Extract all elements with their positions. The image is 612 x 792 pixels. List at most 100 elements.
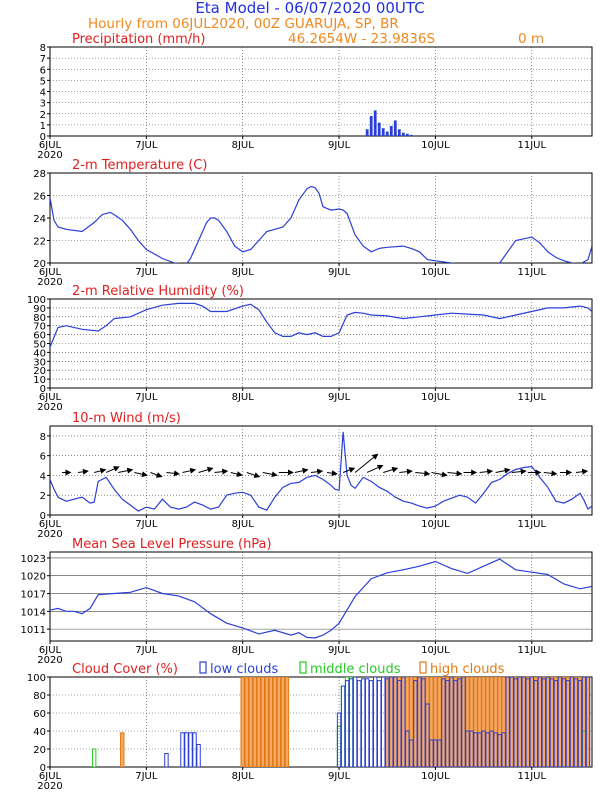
high-cloud-bar: [489, 677, 494, 767]
wind-plot: [50, 431, 592, 512]
wind-vector-arrow: [543, 470, 558, 477]
low-cloud-bar: [493, 732, 498, 767]
low-cloud-bar: [529, 677, 534, 767]
low-cloud-bar: [509, 677, 514, 767]
low-cloud-bar: [364, 678, 370, 767]
low-cloud-bar: [501, 732, 506, 767]
wind-vector-arrow: [166, 470, 181, 477]
high-cloud-bar: [573, 677, 579, 767]
high-cloud-bar: [557, 677, 563, 767]
precip-xtick-label: 9JUL: [328, 140, 351, 151]
temp-ytick-label: 20: [33, 259, 46, 270]
wind-vector-arrow: [294, 467, 309, 474]
low-cloud-bar: [180, 732, 185, 767]
wind-vector-arrow: [106, 466, 120, 473]
precip-ytick-label: 3: [40, 99, 46, 110]
high-cloud-bar: [272, 677, 278, 767]
high-cloud-bar: [429, 677, 434, 767]
clouds-ytick-label: 0: [40, 763, 46, 774]
high-cloud-bar: [561, 677, 567, 767]
mslp-plot: [50, 558, 592, 639]
main-title: Eta Model - 06/07/2020 00UTC: [195, 0, 424, 17]
precip-bar: [385, 131, 389, 136]
low-cloud-bar: [188, 732, 193, 767]
clouds-ytick-label: 20: [33, 745, 46, 756]
wind-vector-arrow: [118, 467, 134, 474]
wind-xtick-label: 7JUL: [135, 519, 158, 530]
clouds-ytick-label: 80: [33, 691, 46, 702]
low-cloud-bar: [397, 680, 402, 767]
wind-vector-arrow: [134, 471, 148, 478]
mslp-xtick-label: 7JUL: [135, 645, 158, 656]
legend-label: middle clouds: [310, 662, 401, 677]
rh-xtick-label: 10JUL: [421, 392, 450, 403]
high-cloud-bar: [553, 677, 559, 767]
high-cloud-bar: [240, 677, 245, 767]
high-cloud-bar: [445, 677, 450, 767]
low-cloud-bar: [537, 677, 543, 767]
high-cloud-bar: [505, 677, 510, 767]
wind-vector-arrow: [78, 468, 89, 475]
high-cloud-bar: [501, 677, 506, 767]
rh-ytick-label: 10: [33, 375, 46, 386]
high-cloud-bar: [264, 677, 270, 767]
middle-cloud-bar: [91, 748, 97, 767]
high-cloud-bar: [252, 677, 257, 767]
precip-bar: [397, 129, 401, 136]
wind-vector-arrow: [495, 467, 511, 474]
rh-year-label: 2020: [37, 402, 62, 413]
high-cloud-bar: [244, 677, 249, 767]
high-cloud-bar: [120, 732, 125, 767]
wind-vector-arrow: [182, 467, 197, 474]
low-cloud-bar: [437, 739, 442, 767]
low-cloud-bar: [477, 732, 482, 767]
precip-plot: [365, 110, 413, 136]
low-cloud-bar: [389, 677, 394, 767]
low-cloud-bar: [557, 677, 563, 767]
precip-xtick-label: 6JUL: [39, 140, 62, 151]
middle-cloud-bar: [348, 677, 354, 767]
high-cloud-bar: [280, 677, 286, 767]
precip-bar: [369, 115, 373, 136]
precip-ytick-label: 6: [40, 65, 46, 76]
low-cloud-bar: [561, 678, 567, 767]
low-cloud-bar: [481, 730, 486, 767]
clouds-xtick-label: 10JUL: [421, 771, 450, 782]
rh-ytick-label: 90: [33, 304, 46, 315]
low-cloud-bar: [356, 680, 362, 767]
high-cloud-bar: [525, 677, 530, 767]
low-cloud-bar: [372, 677, 378, 767]
low-cloud-bar: [457, 678, 462, 767]
high-cloud-bar: [417, 677, 422, 767]
low-cloud-bar: [585, 677, 591, 767]
high-cloud-bar: [477, 677, 482, 767]
temp-xtick-label: 6JUL: [39, 267, 62, 278]
rh-ytick-label: 30: [33, 357, 46, 368]
low-cloud-bar: [336, 712, 342, 767]
legend-swatch: [299, 661, 307, 674]
low-cloud-bar: [581, 677, 587, 767]
high-cloud-bar: [421, 677, 426, 767]
low-cloud-bar: [549, 678, 555, 767]
rh-series-line: [50, 302, 592, 348]
wind-ytick-label: 6: [40, 452, 46, 463]
clouds-xtick-label: 7JUL: [135, 771, 158, 782]
clouds-ytick-label: 100: [27, 673, 46, 684]
temp-xtick-label: 10JUL: [421, 267, 450, 278]
low-cloud-bar: [449, 677, 454, 767]
low-cloud-bar: [413, 680, 418, 767]
high-cloud-bar: [256, 677, 261, 767]
low-cloud-bar: [429, 739, 434, 767]
high-cloud-bar: [529, 677, 534, 767]
precip-xtick-label: 8JUL: [232, 140, 255, 151]
high-cloud-bar: [473, 677, 478, 767]
low-cloud-bar: [565, 680, 571, 767]
wind-panel: 0 2 4 6 8 6JUL2020 7JUL 8JUL 9JUL 10JUL 11JUL 10-m …: [37, 411, 593, 540]
high-cloud-bar: [581, 677, 587, 767]
high-cloud-bar: [541, 677, 547, 767]
wind-vector-arrow: [366, 464, 384, 473]
precip-ytick-label: 1: [40, 121, 46, 132]
wind-vector-arrow: [342, 467, 356, 473]
wind-vector-arrow: [150, 472, 163, 478]
